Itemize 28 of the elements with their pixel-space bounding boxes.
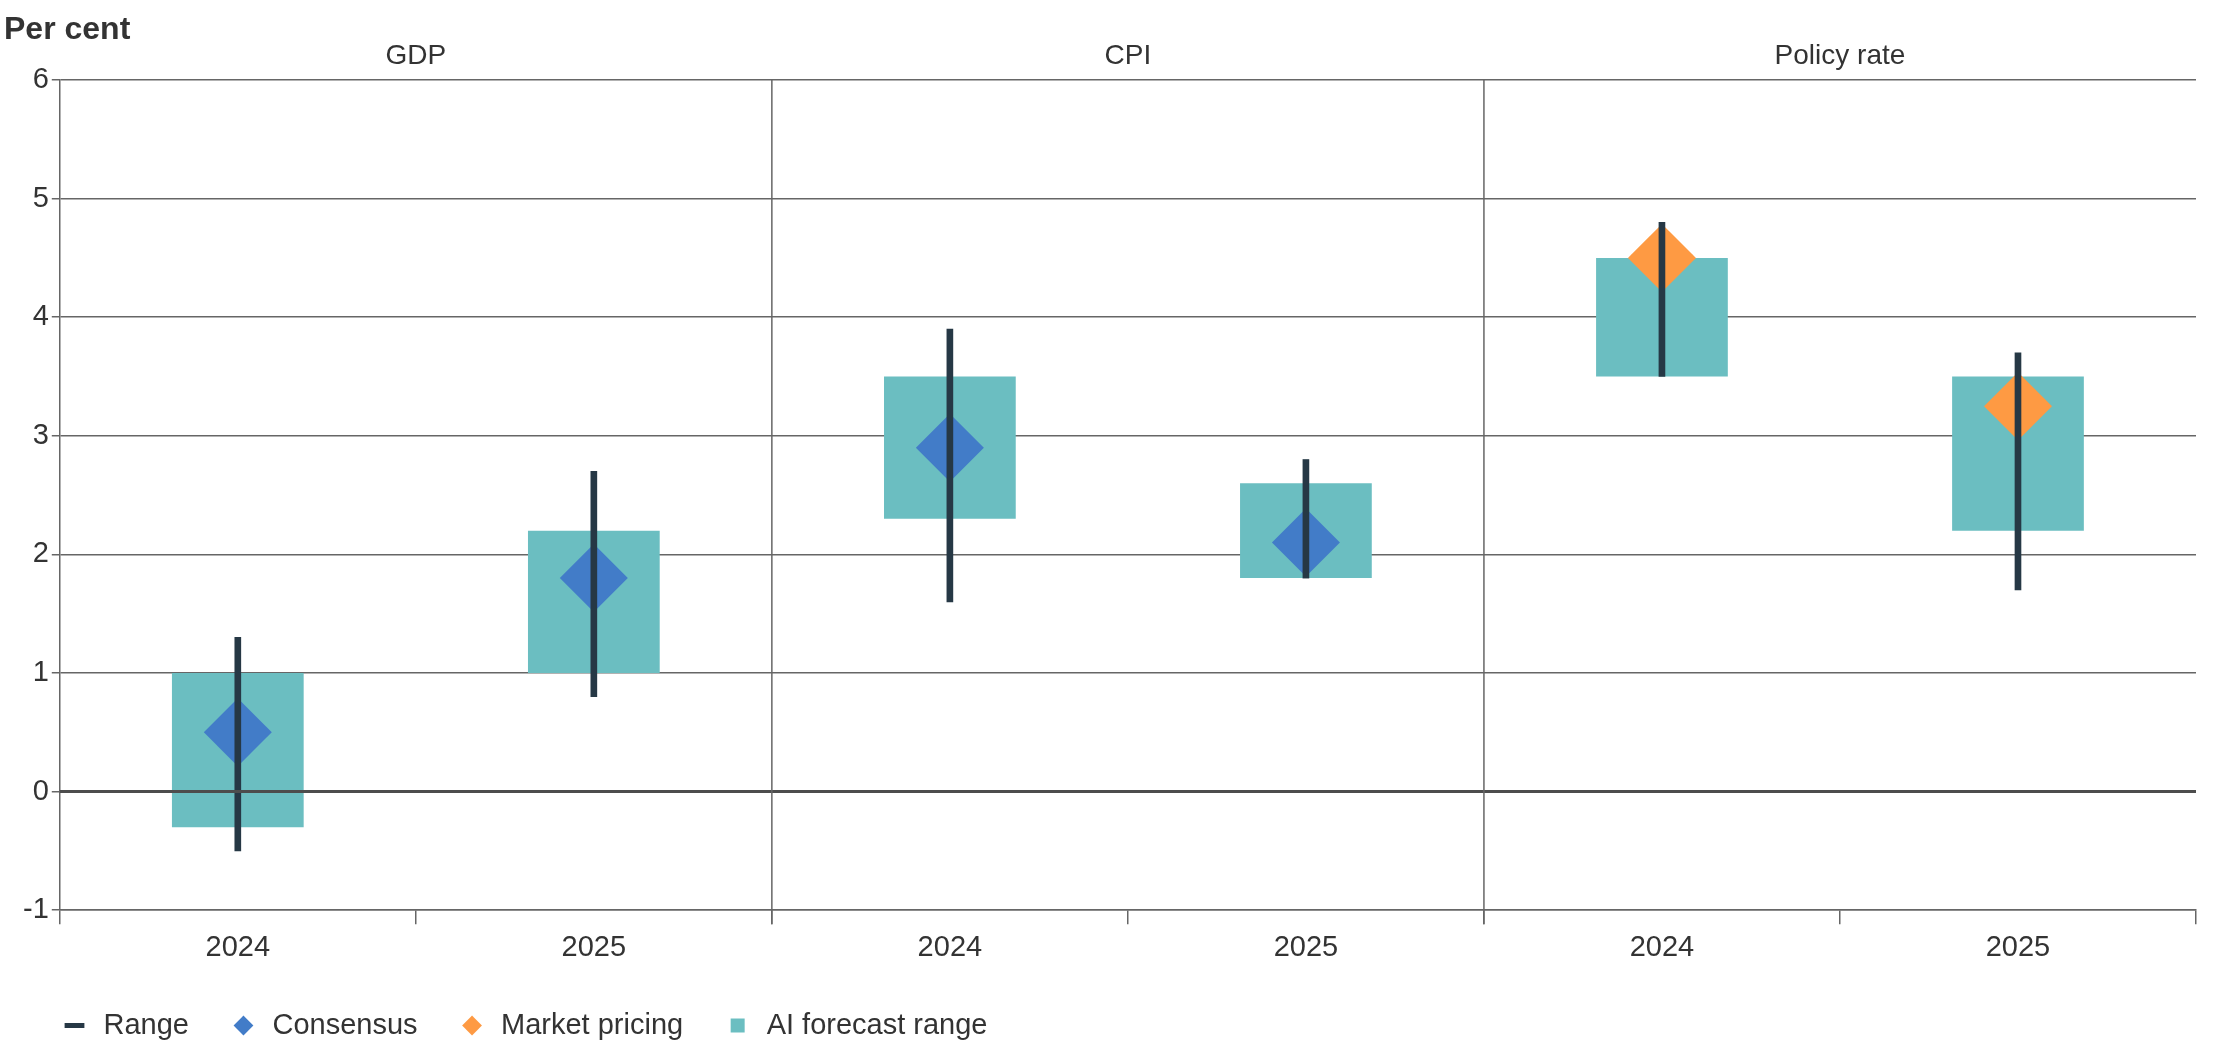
bar <box>1302 459 1310 579</box>
bar <box>2014 352 2022 591</box>
text: GDP <box>385 38 447 70</box>
bar <box>234 637 242 852</box>
y-axis-title: Per cent <box>4 10 131 47</box>
x-tick-label: 2025 <box>1273 929 1339 962</box>
y-tick-label: 6 <box>32 62 49 94</box>
y-tick-label: 1 <box>32 655 49 687</box>
bar <box>1658 221 1666 377</box>
bar <box>590 471 598 698</box>
legend-label: Range <box>103 1007 189 1040</box>
y-tick-label: -1 <box>22 892 49 925</box>
y-tick-label: 5 <box>32 180 49 213</box>
y-tick-label: 3 <box>32 417 49 450</box>
y-tick-label: 0 <box>32 773 49 806</box>
x-tick-label: 2024 <box>1629 929 1695 962</box>
bar <box>946 328 954 603</box>
y-tick-label: 2 <box>32 536 49 569</box>
text: Policy rate <box>1774 38 1906 70</box>
x-tick-label: 2025 <box>561 929 627 962</box>
legend-label: Consensus <box>272 1007 418 1040</box>
text: CPI <box>1104 38 1152 70</box>
y-tick-label: 4 <box>32 299 49 332</box>
x-tick-label: 2025 <box>1985 929 2051 962</box>
legend-label: Market pricing <box>501 1007 684 1040</box>
x-tick-label: 2024 <box>205 929 271 962</box>
legend-label: AI forecast range <box>766 1007 988 1040</box>
x-tick-label: 2024 <box>917 929 983 962</box>
